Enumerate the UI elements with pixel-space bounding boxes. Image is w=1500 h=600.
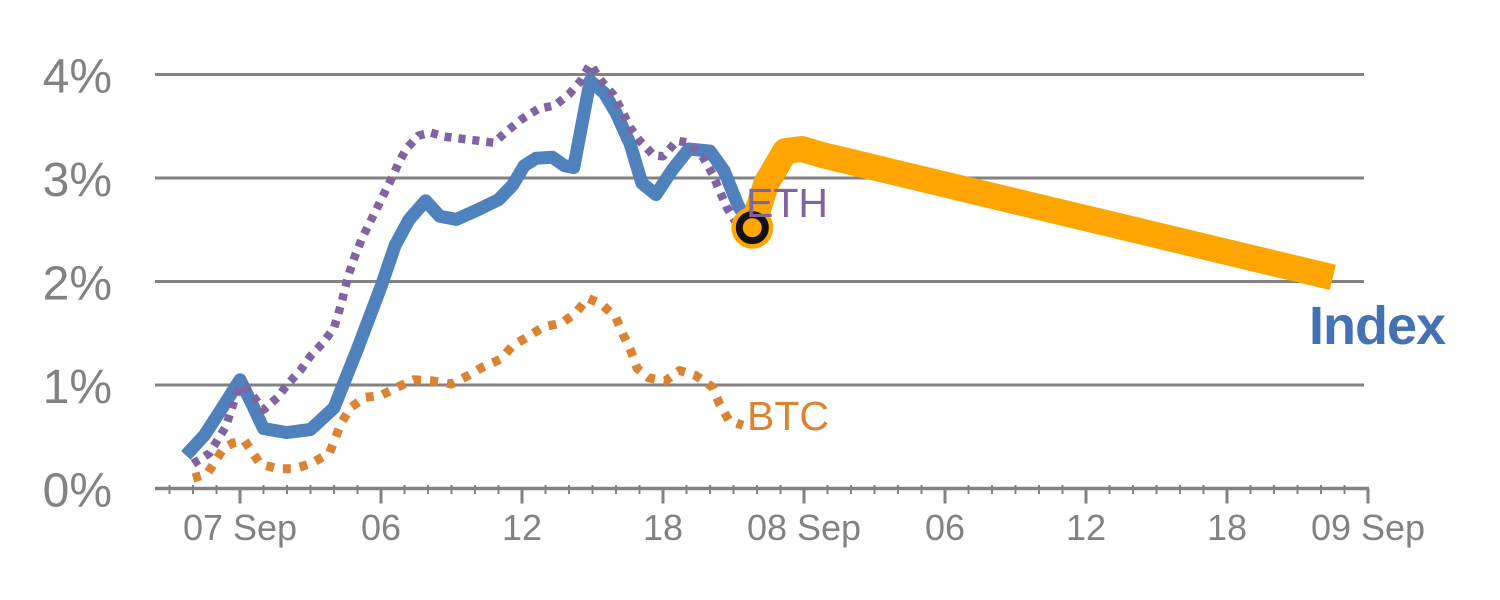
x-tick-label-08-Sep: 08 Sep: [747, 507, 861, 548]
x-tick-label-09-Sep: 09 Sep: [1311, 507, 1425, 548]
x-tick-label-18: 18: [1207, 507, 1247, 548]
y-tick-label-2%: 2%: [43, 258, 112, 311]
series-index-line: [181, 74, 758, 460]
x-tick-label-12: 12: [1066, 507, 1106, 548]
btc-series-label: BTC: [747, 393, 829, 439]
x-tick-label-12: 12: [502, 507, 542, 548]
series-btc-line: [191, 293, 745, 483]
series-forecast-line: [739, 136, 1336, 291]
x-tick-label-07-Sep: 07 Sep: [183, 507, 297, 548]
y-tick-label-1%: 1%: [43, 361, 112, 414]
y-tick-label-0%: 0%: [43, 465, 112, 518]
eth-series-label: ETH: [746, 180, 828, 226]
x-tick-label-06: 06: [925, 507, 965, 548]
index-series-label: Index: [1309, 296, 1446, 356]
x-tick-label-18: 18: [643, 507, 683, 548]
series-eth-line: [190, 59, 740, 468]
y-tick-label-3%: 3%: [43, 154, 112, 207]
y-tick-label-4%: 4%: [43, 51, 112, 104]
current-point-marker: [735, 211, 769, 245]
x-tick-label-06: 06: [361, 507, 401, 548]
